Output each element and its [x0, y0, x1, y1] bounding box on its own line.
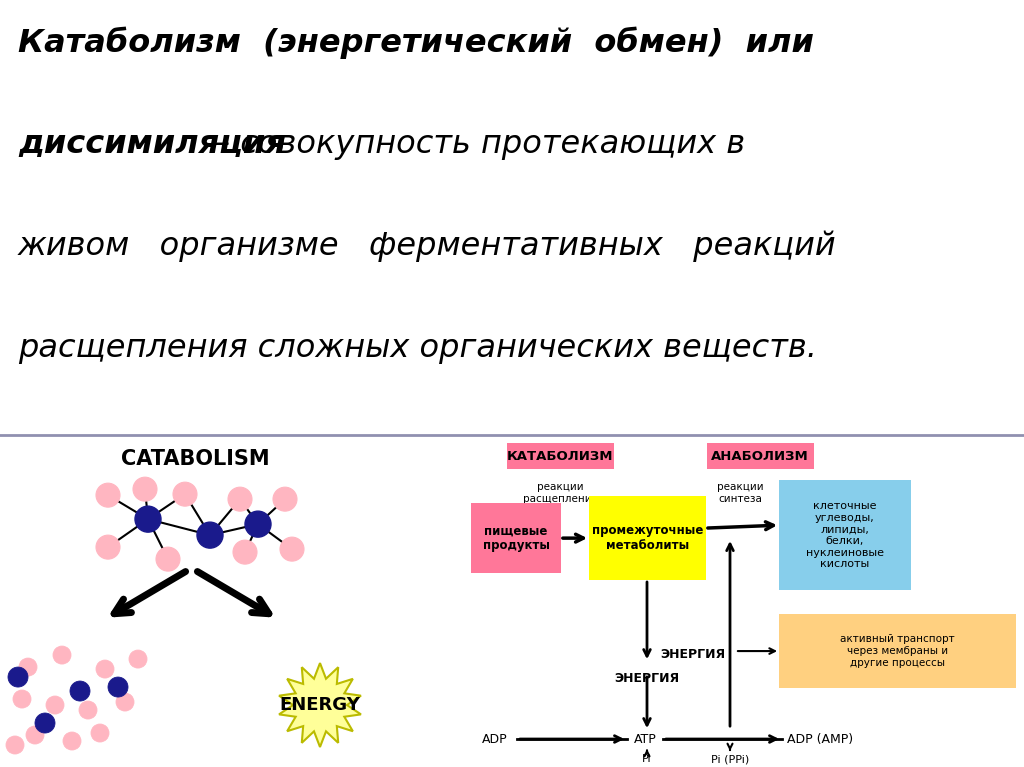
Circle shape [91, 724, 109, 742]
Circle shape [6, 736, 24, 754]
Text: КАТАБОЛИЗМ: КАТАБОЛИЗМ [507, 449, 613, 463]
Circle shape [70, 681, 90, 701]
Text: АНАБОЛИЗМ: АНАБОЛИЗМ [711, 449, 809, 463]
Circle shape [233, 540, 257, 564]
Text: Pi (PPi): Pi (PPi) [711, 754, 750, 764]
FancyBboxPatch shape [507, 443, 614, 469]
Text: ENERGY: ENERGY [280, 696, 360, 714]
Text: ADP (AMP): ADP (AMP) [786, 732, 853, 746]
Circle shape [26, 726, 44, 744]
Text: расщепления сложных органических веществ.: расщепления сложных органических веществ… [18, 333, 817, 364]
Circle shape [135, 506, 161, 532]
Circle shape [129, 650, 147, 668]
Text: Катаболизм  (энергетический  обмен)  или: Катаболизм (энергетический обмен) или [18, 27, 814, 59]
Text: ATP: ATP [634, 732, 656, 746]
Circle shape [173, 482, 197, 506]
Circle shape [46, 696, 63, 714]
FancyBboxPatch shape [779, 480, 911, 590]
Circle shape [96, 535, 120, 559]
Circle shape [96, 483, 120, 507]
Circle shape [133, 477, 157, 501]
Text: ADP: ADP [482, 732, 508, 746]
Text: – совокупность протекающих в: – совокупность протекающих в [204, 129, 745, 160]
Text: диссимиляция: диссимиляция [18, 129, 286, 160]
Circle shape [79, 701, 97, 719]
Circle shape [245, 511, 271, 537]
FancyBboxPatch shape [779, 614, 1016, 688]
Circle shape [35, 713, 55, 733]
Circle shape [63, 732, 81, 750]
Text: реакции
синтеза: реакции синтеза [717, 482, 763, 504]
Circle shape [13, 690, 31, 708]
Text: пищевые
продукты: пищевые продукты [482, 524, 550, 552]
Text: активный транспорт
через мембраны и
другие процессы: активный транспорт через мембраны и друг… [840, 634, 954, 667]
Circle shape [53, 646, 71, 664]
Text: промежуточные
метаболиты: промежуточные метаболиты [592, 524, 703, 552]
Circle shape [116, 693, 134, 711]
Text: CATABOLISM: CATABOLISM [121, 449, 269, 469]
Circle shape [280, 537, 304, 561]
Circle shape [197, 522, 223, 548]
Polygon shape [280, 663, 360, 747]
Text: ЭНЕРГИЯ: ЭНЕРГИЯ [614, 672, 680, 685]
Circle shape [108, 677, 128, 697]
FancyBboxPatch shape [471, 503, 561, 573]
Text: реакции
расщепления: реакции расщепления [522, 482, 597, 504]
Circle shape [8, 667, 28, 687]
Circle shape [19, 658, 37, 676]
Circle shape [228, 487, 252, 511]
Circle shape [156, 547, 180, 571]
Circle shape [273, 487, 297, 511]
FancyBboxPatch shape [589, 496, 706, 580]
Text: клеточные
углеводы,
липиды,
белки,
нуклеиновые
кислоты: клеточные углеводы, липиды, белки, нукле… [806, 501, 884, 569]
Text: живом   организме   ферментативных   реакций: живом организме ферментативных реакций [18, 231, 837, 262]
Circle shape [96, 660, 114, 678]
Text: Pi: Pi [642, 754, 652, 764]
FancyBboxPatch shape [707, 443, 814, 469]
Text: ЭНЕРГИЯ: ЭНЕРГИЯ [659, 647, 725, 660]
